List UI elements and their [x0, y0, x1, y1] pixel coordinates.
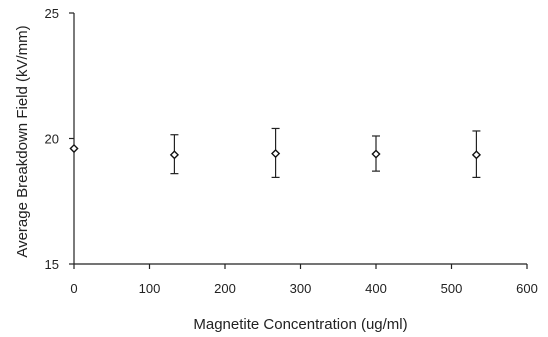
- y-tick-label: 20: [45, 132, 59, 147]
- x-tick-label: 600: [516, 281, 538, 296]
- data-point: [471, 150, 482, 160]
- x-tick-label: 200: [214, 281, 236, 296]
- x-tick-label: 100: [139, 281, 161, 296]
- x-axis-title: Magnetite Concentration (ug/ml): [193, 316, 407, 333]
- x-tick-label: 0: [70, 281, 77, 296]
- data-point: [270, 148, 281, 159]
- plot-area: 0 100 200 300 400 500 600 15 20 25: [45, 6, 538, 296]
- x-tick-label: 500: [441, 281, 463, 296]
- data-point: [69, 143, 79, 154]
- y-tick-label: 25: [45, 6, 59, 21]
- x-tick-label: 300: [290, 281, 312, 296]
- y-axis-title: Average Breakdown Field (kV/mm): [14, 25, 31, 257]
- y-tick-label: 15: [45, 257, 59, 272]
- data-point: [169, 150, 180, 160]
- x-tick-label: 400: [365, 281, 387, 296]
- data-point: [371, 149, 381, 159]
